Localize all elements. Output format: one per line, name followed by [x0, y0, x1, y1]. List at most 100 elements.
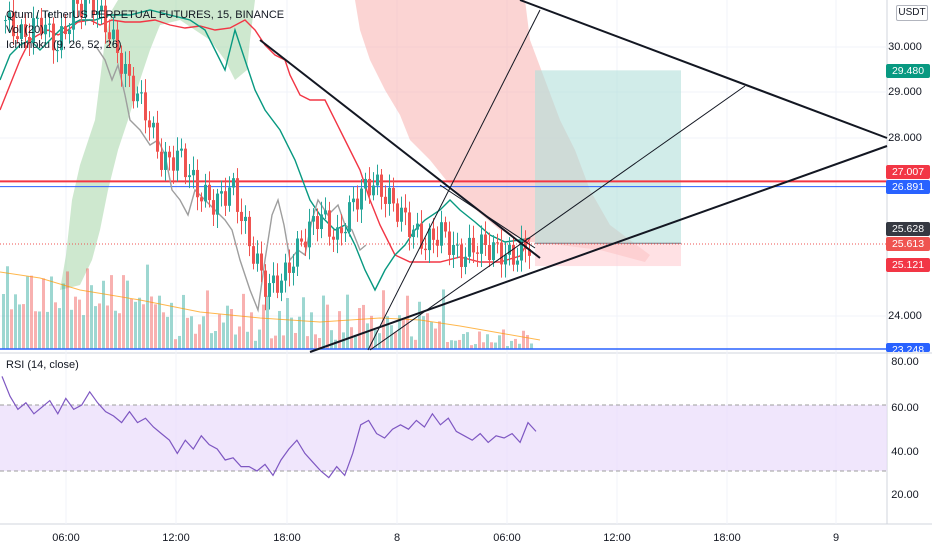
drawing-tools[interactable] [259, 0, 888, 353]
candle-body [432, 228, 435, 240]
rsi-indicator-label[interactable]: RSI (14, close) [6, 359, 79, 371]
currency-badge[interactable]: USDT [896, 5, 928, 21]
candle-body [124, 64, 127, 74]
candle-body [212, 200, 215, 215]
volume-bar [2, 294, 5, 349]
volume-bar [58, 308, 61, 349]
volume-bar [442, 289, 445, 349]
take-profit-price-tag: 29.480 [886, 64, 930, 78]
last-price-tag: 25.613 [886, 237, 930, 251]
volume-bar [522, 330, 525, 349]
volume-bar [162, 312, 165, 349]
trend-line [259, 39, 541, 259]
price-tick: 24.000 [888, 310, 922, 322]
candle-body [208, 184, 211, 201]
candle-body [56, 50, 59, 52]
candle-body [76, 0, 79, 4]
candle-body [452, 244, 455, 255]
volume-bar [150, 296, 153, 349]
time-tick: 12:00 [603, 532, 631, 544]
volume-bar [258, 329, 261, 349]
ichimoku-indicator-label[interactable]: Ichimoku (9, 26, 52, 26) [6, 39, 122, 51]
volume-bar [346, 294, 349, 349]
candle-body [444, 222, 447, 232]
candle-body [40, 17, 43, 35]
candle-body [84, 0, 87, 18]
time-tick: 8 [394, 532, 400, 544]
volume-bar [166, 316, 169, 349]
volume-bar [326, 304, 329, 349]
candle-body [204, 184, 207, 202]
candle-body [64, 26, 67, 35]
volume-bar [118, 313, 121, 349]
entry-price-tag: 25.628 [886, 222, 930, 236]
candle-body [440, 222, 443, 246]
candle-body [192, 169, 195, 176]
candle-body [492, 242, 495, 261]
candle-body [352, 198, 355, 203]
profit-zone [535, 70, 681, 244]
loss-zone [535, 243, 681, 267]
volume-bar [446, 342, 449, 349]
volume-bar [286, 298, 289, 349]
volume-bar [306, 336, 309, 349]
candle-body [316, 216, 319, 230]
time-tick: 06:00 [52, 532, 80, 544]
candle-body [256, 253, 259, 264]
volume-bar [486, 334, 489, 349]
volume-bar [294, 332, 297, 349]
volume-bar [506, 346, 509, 349]
volume-bar [158, 295, 161, 349]
candle-body [12, 12, 15, 37]
volume-bar [310, 312, 313, 349]
candle-body [516, 260, 519, 265]
volume-bar [138, 297, 141, 349]
volume-bar [250, 312, 253, 349]
candle-body [384, 196, 387, 204]
candle-body [264, 270, 267, 297]
volume-bar [106, 305, 109, 349]
volume-bar [134, 301, 137, 349]
volume-bar [238, 326, 241, 349]
volume-bar [66, 271, 69, 349]
candle-body [496, 242, 499, 244]
candle-body [484, 234, 487, 246]
time-tick: 12:00 [162, 532, 190, 544]
price-tick: 29.000 [888, 86, 922, 98]
volume-indicator-label[interactable]: Vol (20) [6, 24, 44, 36]
candle-body [152, 122, 155, 128]
candle-body [196, 169, 199, 198]
volume-bar [322, 295, 325, 349]
candle-body [92, 0, 95, 15]
candle-body [448, 231, 451, 255]
volume-bar [230, 309, 233, 349]
bottom-level-price-tag: 23.248 [886, 343, 930, 352]
candle-body [320, 214, 323, 230]
symbol-title[interactable]: Qtum / TetherUS PERPETUAL FUTURES, 15, B… [6, 9, 285, 21]
volume-bar [458, 339, 461, 349]
volume-bar [222, 322, 225, 349]
volume-bar [362, 304, 365, 349]
volume-bar [110, 275, 113, 349]
candle-body [168, 151, 171, 158]
volume-bar [314, 334, 317, 349]
volume-bar [262, 304, 265, 349]
candle-body [356, 198, 359, 210]
volume-bar [302, 297, 305, 349]
candle-body [60, 26, 63, 51]
volume-bar [94, 306, 97, 349]
time-tick: 9 [833, 532, 839, 544]
volume-bar [202, 316, 205, 349]
candle-body [156, 122, 159, 152]
volume-bar [206, 290, 209, 349]
candle-body [344, 231, 347, 234]
volume-bar [274, 335, 277, 349]
volume-bar [406, 295, 409, 349]
candle-body [504, 254, 507, 265]
candle-body [128, 64, 131, 76]
time-tick: 06:00 [493, 532, 521, 544]
candle-body [500, 242, 503, 265]
candle-body [392, 187, 395, 204]
